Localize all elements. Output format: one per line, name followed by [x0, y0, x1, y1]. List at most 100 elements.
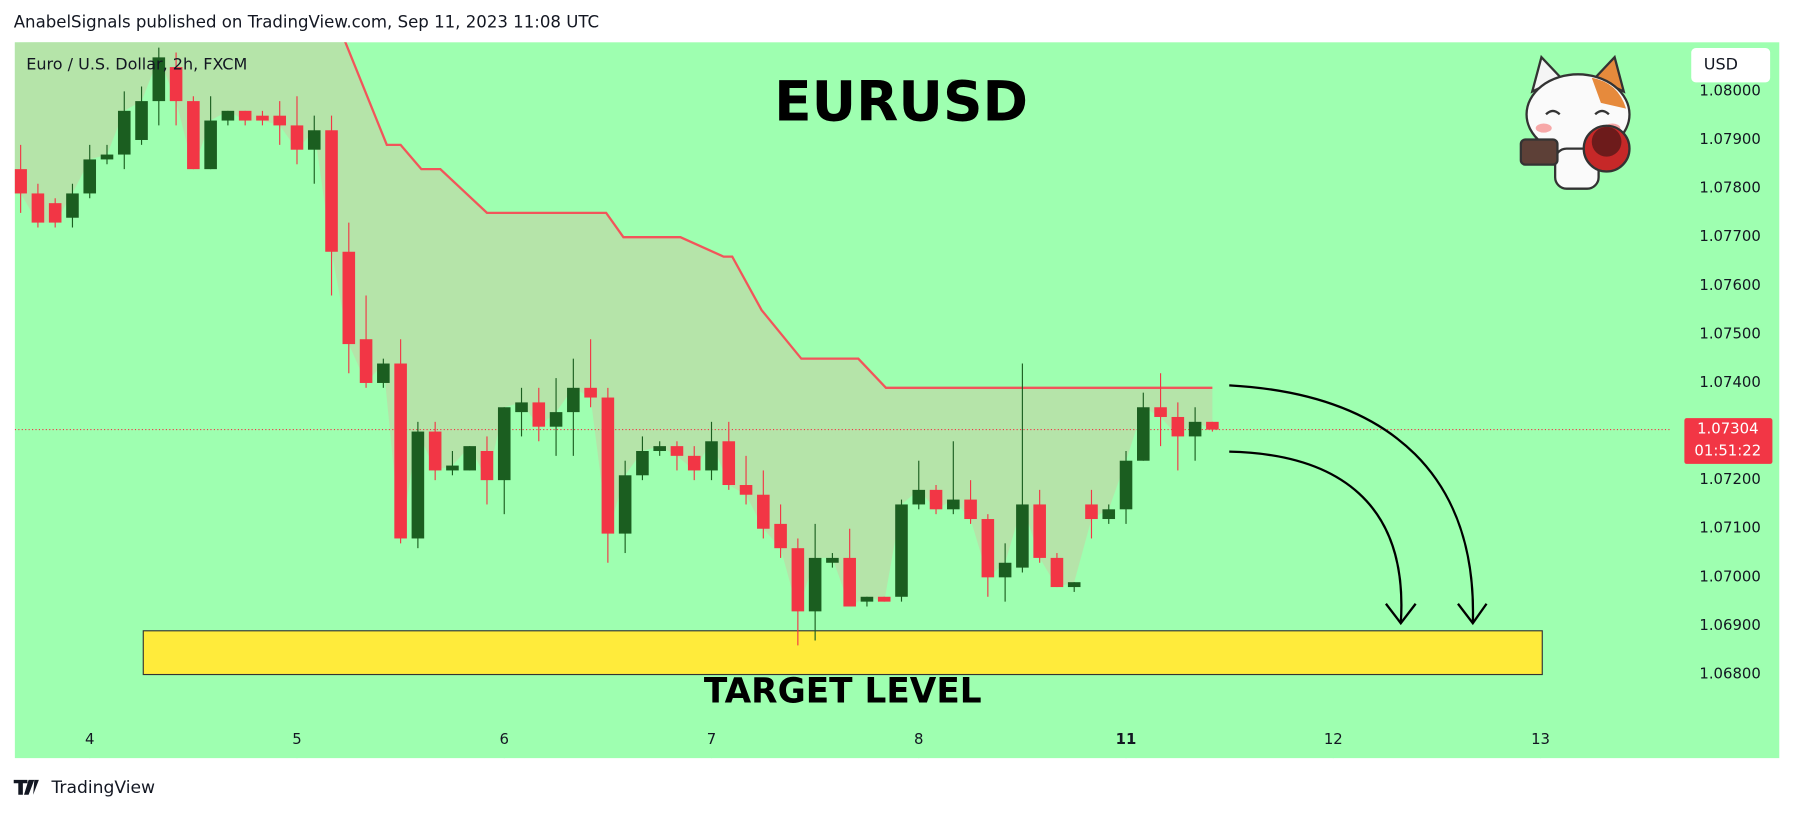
trend-fill: [14, 42, 1213, 612]
candle-body: [947, 499, 960, 510]
candle-body: [877, 596, 891, 602]
footer-logo: [13, 779, 39, 795]
publish-header: AnabelSignals published on TradingView.c…: [14, 12, 599, 31]
y-tick-label: 1.07700: [1699, 227, 1760, 245]
candle-body: [687, 455, 701, 471]
currency-button[interactable]: [1691, 48, 1771, 83]
candle-body: [342, 251, 356, 345]
candle-body: [100, 154, 114, 160]
candle-body: [532, 402, 546, 427]
footer-brand: TradingView: [50, 778, 155, 798]
candle-body: [480, 450, 494, 481]
candle-body: [66, 193, 79, 218]
candle-body: [1085, 504, 1098, 520]
candle-body: [273, 115, 287, 126]
candle-body: [221, 110, 235, 121]
x-tick-label: 7: [707, 730, 716, 748]
candle-body: [290, 125, 304, 150]
candle-body: [653, 446, 666, 451]
y-tick-label: 1.07800: [1699, 179, 1760, 197]
y-tick-label: 1.06800: [1699, 665, 1760, 683]
x-tick-label: 12: [1324, 730, 1343, 748]
candle-body: [325, 130, 338, 252]
y-tick-label: 1.07200: [1699, 470, 1760, 488]
forecast-arrows: [1229, 384, 1488, 626]
candle-body: [515, 402, 528, 413]
candle-body: [705, 441, 718, 471]
y-tick-label: 1.07900: [1699, 130, 1760, 148]
candle-body: [307, 130, 321, 150]
x-tick-label: 11: [1116, 730, 1137, 748]
candle-body: [377, 363, 390, 383]
x-tick-label: 4: [85, 730, 94, 748]
candle-body: [497, 407, 511, 481]
candle-body: [912, 489, 926, 505]
candle-body: [187, 101, 200, 170]
candle-body: [1171, 416, 1185, 437]
y-tick-label: 1.07500: [1699, 324, 1760, 342]
trend-line: [344, 42, 1213, 389]
candle-body: [1067, 582, 1081, 588]
x-tick-label: 6: [500, 730, 509, 748]
countdown-label: 01:51:22: [1694, 441, 1761, 459]
candle-body: [584, 387, 597, 398]
candle-body: [964, 499, 977, 520]
candle-body: [636, 450, 649, 476]
y-tick-label: 1.08000: [1699, 81, 1760, 99]
candle-body: [929, 489, 943, 510]
last-price-box: [1684, 418, 1773, 464]
currency-button-label[interactable]: USD: [1704, 55, 1738, 74]
candle-body: [1016, 504, 1029, 568]
candle-body: [152, 57, 166, 102]
candle-body: [998, 562, 1012, 578]
candle-body: [791, 548, 805, 612]
candle-body: [1119, 460, 1133, 510]
candle-body: [895, 504, 908, 597]
candle-body: [601, 397, 615, 534]
arrow: [1229, 450, 1403, 624]
symbol-label: Euro / U.S. Dollar, 2h, FXCM: [26, 55, 247, 74]
x-tick-label: 8: [914, 730, 923, 748]
x-tick-label: 13: [1531, 730, 1550, 748]
candle-body: [1137, 407, 1150, 461]
candle-body: [428, 431, 442, 471]
candle-body: [1154, 407, 1167, 417]
arrow-head: [1385, 603, 1417, 626]
candle-body: [1102, 509, 1116, 520]
candle-body: [1206, 421, 1219, 430]
candle-body: [843, 557, 856, 607]
candle-body: [83, 159, 97, 194]
candle-body: [31, 193, 45, 223]
candle-body: [117, 110, 131, 155]
candle-body: [48, 203, 62, 223]
last-price-label: 1.07304: [1697, 420, 1758, 438]
candle-body: [567, 387, 580, 413]
candle-body: [722, 441, 736, 486]
y-tick-label: 1.07400: [1699, 373, 1760, 391]
y-tick-label: 1.06900: [1699, 616, 1760, 634]
candle-body: [757, 494, 770, 529]
candle-body: [981, 519, 995, 578]
x-tick-label: 5: [292, 730, 301, 748]
candle-body: [1050, 557, 1064, 588]
arrow: [1229, 384, 1475, 624]
candle-body: [394, 363, 407, 539]
candle-body: [238, 110, 252, 121]
candle-body: [670, 446, 684, 456]
candle-body: [463, 446, 476, 471]
candle-body: [14, 169, 27, 194]
y-tick-label: 1.07600: [1699, 276, 1760, 294]
arrow-head: [1457, 603, 1488, 626]
cat-sticker: [1519, 54, 1631, 190]
candle-body: [169, 67, 183, 102]
target-label: TARGET LEVEL: [704, 671, 982, 711]
candle-body: [359, 339, 373, 383]
target-zone: [142, 630, 1543, 676]
candle-body: [774, 523, 787, 549]
candle-body: [826, 557, 839, 563]
candle-body: [1188, 421, 1202, 437]
chart-title: EURUSD: [774, 69, 1028, 133]
candle-body: [204, 120, 217, 170]
candle-body: [256, 115, 269, 121]
